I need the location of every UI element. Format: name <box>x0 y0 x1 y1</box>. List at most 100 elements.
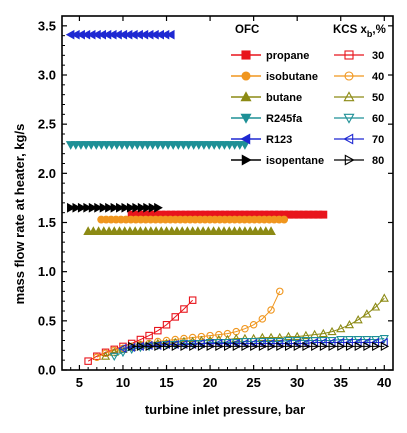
kcs-point-30 <box>171 313 179 321</box>
legend-marker <box>343 91 355 102</box>
x-tick-label: 5 <box>76 375 83 390</box>
legend-title-kcs: KCS xb,% <box>333 24 386 39</box>
legend-entry-kcs-70: 70 <box>334 133 384 146</box>
kcs-point-30 <box>145 331 153 340</box>
kcs-point-80 <box>250 341 259 352</box>
legend-marker <box>241 50 251 60</box>
legend-label: 40 <box>372 71 384 83</box>
legend-entry-ofc-R245fa: R245fa <box>231 113 303 125</box>
legend-label: 70 <box>372 134 384 146</box>
kcs-point-70 <box>301 338 310 349</box>
ofc-series-R123 <box>65 29 175 40</box>
legend-entry-ofc-butane: butane <box>231 91 302 104</box>
legend-label: 30 <box>372 50 384 62</box>
kcs-point-40 <box>197 332 206 341</box>
legend-title-ofc: OFC <box>235 24 259 36</box>
ofc-point-isopentane <box>105 202 114 213</box>
y-axis-label: mass flow rate at heater, kg/s <box>12 124 27 305</box>
kcs-point-70 <box>283 338 292 349</box>
kcs-point-70 <box>222 338 231 349</box>
kcs-series-50 <box>100 293 389 360</box>
ofc-point-isopentane <box>132 202 142 213</box>
kcs-point-80 <box>380 341 390 352</box>
ofc-point-R245fa <box>240 141 250 150</box>
kcs-point-50 <box>379 293 389 302</box>
plot-frame <box>61 15 394 371</box>
legend-marker <box>344 154 355 166</box>
x-tick-label: 20 <box>203 375 217 390</box>
kcs-point-50 <box>318 328 328 338</box>
kcs-point-40 <box>206 331 214 340</box>
kcs-point-80 <box>180 341 189 352</box>
kcs-point-80 <box>189 341 198 352</box>
kcs-point-80 <box>128 341 137 352</box>
x-axis-label: turbine inlet pressure, bar <box>145 402 305 417</box>
y-tick-label: 2.5 <box>38 117 56 132</box>
ofc-point-propane <box>319 210 328 219</box>
legend-marker <box>240 133 251 145</box>
legend-marker <box>343 113 355 124</box>
kcs-point-50 <box>301 330 311 340</box>
ofc-series-isopentane <box>67 202 163 213</box>
ofc-point-isopentane <box>143 202 152 213</box>
kcs-point-50 <box>257 332 267 342</box>
kcs-point-40 <box>215 330 223 339</box>
ofc-point-butane <box>266 226 276 236</box>
kcs-point-80 <box>136 341 146 352</box>
legend-label: 50 <box>372 92 384 104</box>
kcs-point-50 <box>100 351 111 360</box>
ofc-point-isopentane <box>154 202 163 213</box>
kcs-point-70 <box>196 338 205 349</box>
kcs-point-80 <box>311 341 320 352</box>
legend-label: 80 <box>372 155 384 167</box>
y-tick-label: 0.5 <box>38 313 56 328</box>
ofc-point-isopentane <box>116 202 125 213</box>
kcs-point-80 <box>224 341 233 352</box>
kcs-point-50 <box>344 319 355 329</box>
ofc-point-isopentane <box>77 202 87 213</box>
x-tick-label: 30 <box>290 375 304 390</box>
kcs-point-80 <box>276 341 285 352</box>
kcs-point-70 <box>205 338 214 349</box>
legend-label: isobutane <box>266 71 318 83</box>
kcs-point-50 <box>275 332 285 342</box>
kcs-point-70 <box>240 338 249 349</box>
kcs-point-50 <box>283 331 294 341</box>
legend-label: R123 <box>266 134 292 146</box>
x-tick-label: 25 <box>246 375 260 390</box>
legend-label: propane <box>266 50 309 62</box>
legend-marker <box>240 91 252 102</box>
kcs-point-40 <box>241 324 249 333</box>
kcs-point-30 <box>188 296 197 304</box>
legend-marker <box>241 71 251 81</box>
kcs-point-80 <box>145 341 154 352</box>
ofc-series-propane <box>127 210 328 219</box>
kcs-point-80 <box>154 341 163 352</box>
legend-entry-kcs-80: 80 <box>334 154 384 167</box>
ofc-point-isopentane <box>148 202 158 213</box>
kcs-point-80 <box>232 341 242 352</box>
kcs-point-50 <box>336 323 346 333</box>
kcs-point-70 <box>248 338 258 349</box>
ofc-point-R123 <box>165 29 175 40</box>
kcs-point-80 <box>328 341 337 352</box>
x-tick-label: 40 <box>377 375 391 390</box>
ofc-point-isopentane <box>126 202 136 213</box>
kcs-point-80 <box>337 341 346 352</box>
kcs-point-50 <box>292 331 302 341</box>
kcs-point-80 <box>302 341 311 352</box>
kcs-point-50 <box>109 347 119 356</box>
legend-marker <box>344 50 354 60</box>
x-tick-label: 10 <box>116 375 130 390</box>
ofc-series-butane <box>83 226 276 236</box>
kcs-point-50 <box>327 326 337 336</box>
legend-marker <box>240 113 252 124</box>
kcs-point-70 <box>231 338 240 349</box>
kcs-point-40 <box>249 321 258 329</box>
legend-entry-kcs-60: 60 <box>334 113 384 125</box>
y-tick-label: 0.0 <box>38 363 56 378</box>
ofc-point-isopentane <box>110 202 120 213</box>
ofc-point-isopentane <box>72 202 82 213</box>
